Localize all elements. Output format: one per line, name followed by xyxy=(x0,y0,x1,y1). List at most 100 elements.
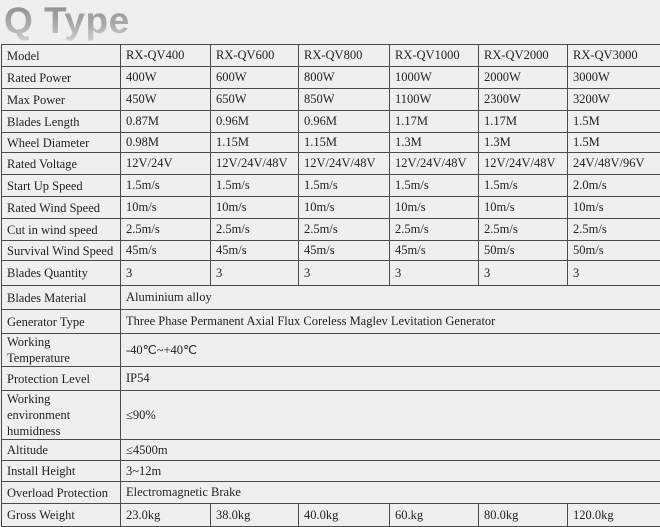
row-label: Altitude xyxy=(2,440,121,461)
cell-value: ≤4500m xyxy=(121,440,660,461)
cell-value: 2.5m/s xyxy=(390,219,479,241)
cell-value: 1.5m/s xyxy=(479,175,568,197)
cell-value: Three Phase Permanent Axial Flux Coreles… xyxy=(121,310,660,334)
row-label: Generator Type xyxy=(2,310,121,334)
cell-value: 10m/s xyxy=(568,197,660,219)
cell-value: 3 xyxy=(121,261,211,286)
cell-value: 50m/s xyxy=(479,241,568,261)
cell-value: 24V/48V/96V xyxy=(568,153,660,175)
cell-value: 2.5m/s xyxy=(479,219,568,241)
cell-value: 1.3M xyxy=(479,133,568,153)
cell-value: 10m/s xyxy=(479,197,568,219)
row-label: Blades Material xyxy=(2,286,121,310)
cell-value: 600W xyxy=(211,67,299,89)
cell-value: 0.98M xyxy=(121,133,211,153)
cell-value: 3000W xyxy=(568,67,660,89)
cell-value: 2.5m/s xyxy=(121,219,211,241)
cell-value: 1.5m/s xyxy=(299,175,390,197)
cell-value: 12V/24V/48V xyxy=(390,153,479,175)
cell-value: 3 xyxy=(211,261,299,286)
cell-value: 45m/s xyxy=(390,241,479,261)
cell-value: 3~12m xyxy=(121,461,660,482)
cell-value: 3200W xyxy=(568,89,660,111)
cell-value: 3 xyxy=(299,261,390,286)
cell-value: 0.96M xyxy=(211,111,299,133)
row-label: Model xyxy=(2,45,121,67)
cell-value: 40.0kg xyxy=(299,504,390,527)
cell-value: IP54 xyxy=(121,367,660,391)
cell-value: 45m/s xyxy=(211,241,299,261)
cell-value: 3 xyxy=(390,261,479,286)
cell-value: 120.0kg xyxy=(568,504,660,527)
cell-value: 38.0kg xyxy=(211,504,299,527)
cell-value: 80.0kg xyxy=(479,504,568,527)
row-label: Rated Voltage xyxy=(2,153,121,175)
row-label: Rated Wind Speed xyxy=(2,197,121,219)
cell-value: 0.96M xyxy=(299,111,390,133)
table-row: Working environment humidness≤90% xyxy=(2,391,660,440)
cell-value: 2.0m/s xyxy=(568,175,660,197)
row-label: Blades Quantity xyxy=(2,261,121,286)
cell-value: ≤90% xyxy=(121,391,660,440)
cell-value: RX-QV400 xyxy=(121,45,211,67)
cell-value: 1000W xyxy=(390,67,479,89)
cell-value: 2300W xyxy=(479,89,568,111)
cell-value: 45m/s xyxy=(121,241,211,261)
cell-value: 1.15M xyxy=(211,133,299,153)
row-label: Wheel Diameter xyxy=(2,133,121,153)
cell-value: 400W xyxy=(121,67,211,89)
cell-value: 650W xyxy=(211,89,299,111)
table-row: Working Temperature-40℃~+40℃ xyxy=(2,334,660,367)
cell-value: 1.15M xyxy=(299,133,390,153)
cell-value: 10m/s xyxy=(211,197,299,219)
cell-value: -40℃~+40℃ xyxy=(121,334,660,367)
row-label: Blades Length xyxy=(2,111,121,133)
row-label: Survival Wind Speed xyxy=(2,241,121,261)
cell-value: RX-QV1000 xyxy=(390,45,479,67)
row-label: Cut in wind speed xyxy=(2,219,121,241)
cell-value: 60.kg xyxy=(390,504,479,527)
cell-value: 3 xyxy=(568,261,660,286)
cell-value: 1.5M xyxy=(568,111,660,133)
cell-value: 12V/24V xyxy=(121,153,211,175)
cell-value: 45m/s xyxy=(299,241,390,261)
cell-value: 1.5m/s xyxy=(211,175,299,197)
cell-value: 1100W xyxy=(390,89,479,111)
row-label: Start Up Speed xyxy=(2,175,121,197)
cell-value: 1.17M xyxy=(479,111,568,133)
cell-value: 450W xyxy=(121,89,211,111)
cell-value: 23.0kg xyxy=(121,504,211,527)
cell-value: 12V/24V/48V xyxy=(211,153,299,175)
cell-value: 850W xyxy=(299,89,390,111)
cell-value: RX-QV2000 xyxy=(479,45,568,67)
row-label: Overload Protection xyxy=(2,482,121,504)
row-label: Protection Level xyxy=(2,367,121,391)
cell-value: 1.5M xyxy=(568,133,660,153)
table-row: Altitude≤4500m xyxy=(2,440,660,461)
cell-value: 3 xyxy=(479,261,568,286)
page-title: Q Type xyxy=(4,0,130,42)
row-label: Max Power xyxy=(2,89,121,111)
cell-value: 12V/24V/48V xyxy=(299,153,390,175)
cell-value: 1.5m/s xyxy=(390,175,479,197)
cell-value: Aluminium alloy xyxy=(121,286,660,310)
cell-value: RX-QV800 xyxy=(299,45,390,67)
row-label: Install Height xyxy=(2,461,121,482)
cell-value: 800W xyxy=(299,67,390,89)
cell-value: 10m/s xyxy=(390,197,479,219)
cell-value: 0.87M xyxy=(121,111,211,133)
cell-value: Electromagnetic Brake xyxy=(121,482,660,504)
